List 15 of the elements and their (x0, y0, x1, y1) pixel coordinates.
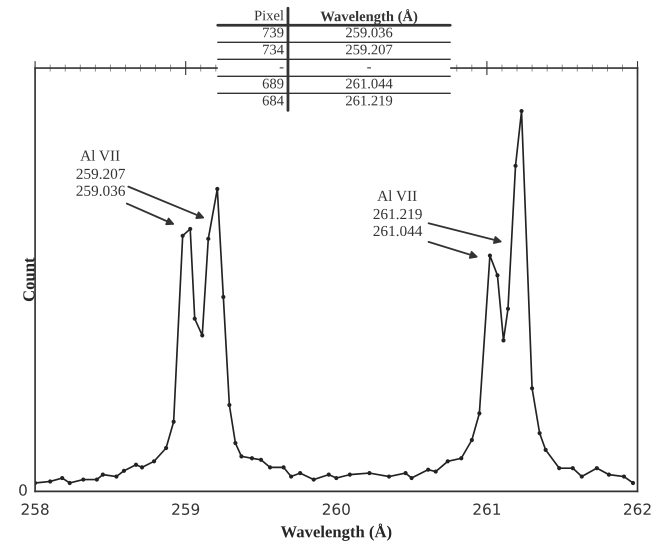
annotation: 261.044 (373, 226, 422, 236)
annotation: 259.207 (76, 168, 126, 180)
x-tick-label: 260 (322, 503, 350, 515)
annotation: Al VII (377, 190, 417, 202)
x-tick-label: 262 (624, 503, 651, 515)
annotation: Al VII (80, 150, 120, 161)
annotation: 261.219 (373, 208, 422, 220)
y-axis-title: Count (23, 258, 35, 302)
text: 0 (19, 484, 27, 496)
x-tick-label: 261 (473, 503, 500, 515)
text: Pixel Wavelength (Å) 739 259.036 734 259.207 - - 689 261.044 684 261.219 (254, 9, 418, 106)
annotation: 259.036 (76, 186, 125, 196)
x-axis-title: Wavelength (Å) (280, 524, 392, 541)
x-tick-label: 259 (172, 503, 200, 515)
x-tick-label: 258 (22, 503, 49, 515)
